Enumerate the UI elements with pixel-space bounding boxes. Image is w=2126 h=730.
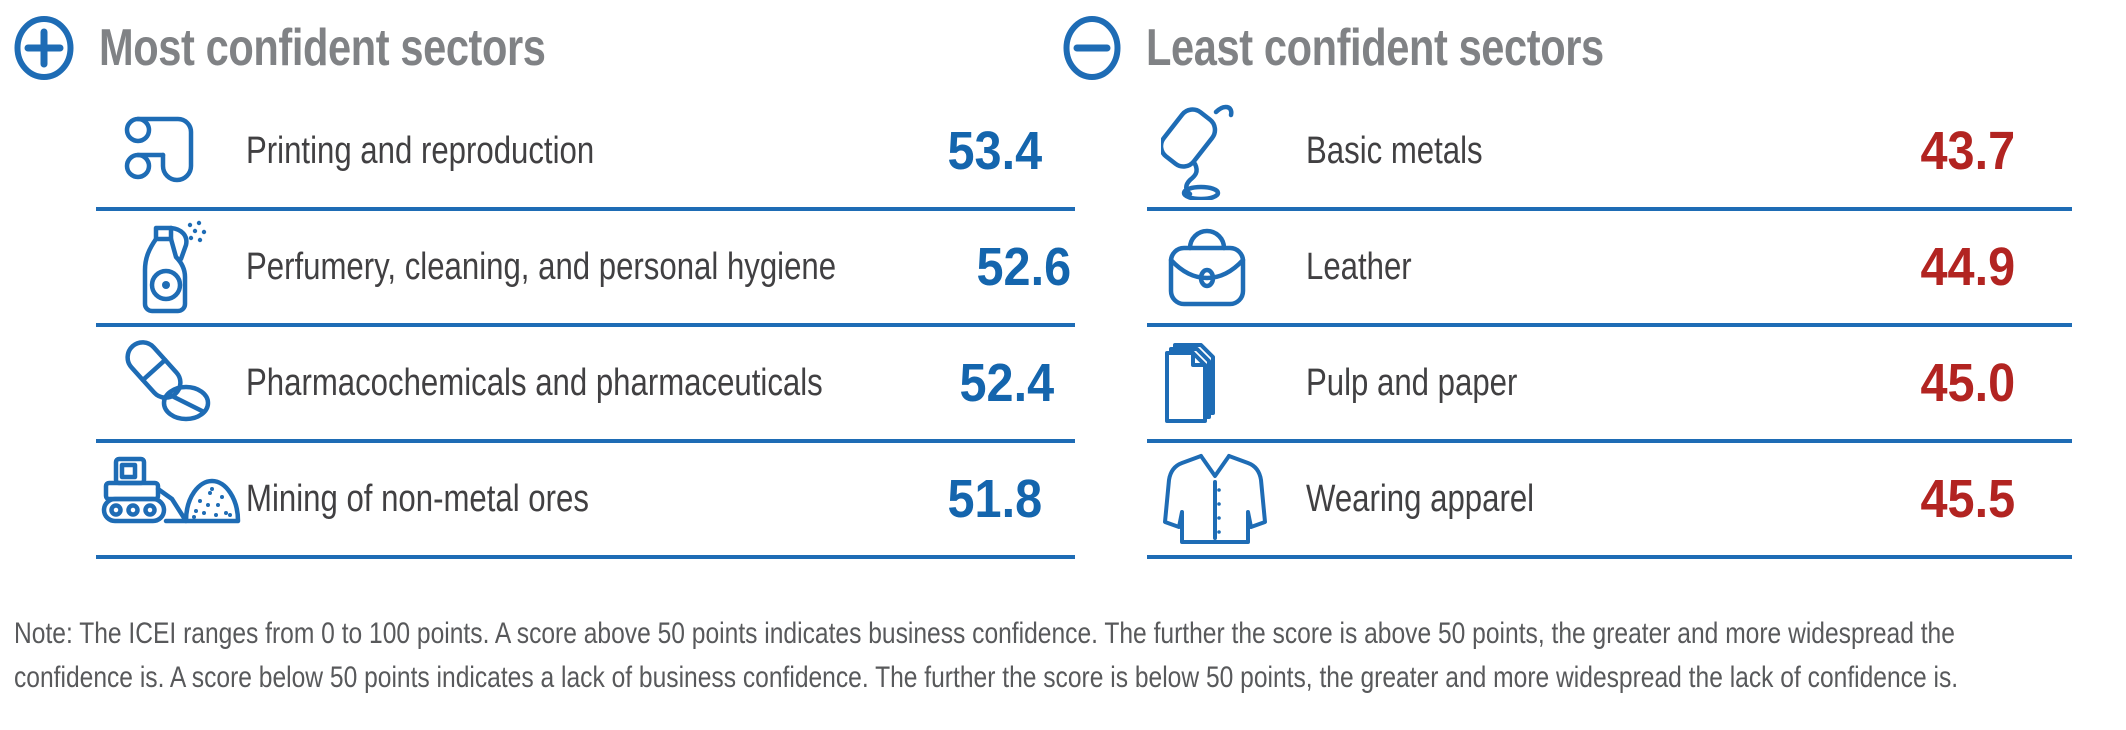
least-confident-header: Least confident sectors [1062, 14, 1718, 82]
sector-label: Perfumery, cleaning, and personal hygien… [246, 245, 837, 288]
sector-label: Mining of non-metal ores [246, 477, 589, 520]
sector-row-mining: Mining of non-metal ores 51.8 [96, 443, 1075, 559]
sector-value: 45.5 [1920, 469, 2015, 529]
sector-value: 45.0 [1920, 353, 2015, 413]
pills-icon [96, 337, 246, 429]
most-confident-list: Printing and reproduction 53.4 Perfumery… [96, 95, 1075, 559]
sector-value: 44.9 [1920, 237, 2015, 297]
most-confident-title: Most confident sectors [99, 19, 546, 77]
sector-row-wearing-apparel: Wearing apparel 45.5 [1147, 443, 2072, 559]
sector-label: Pharmacochemicals and pharmaceuticals [246, 361, 823, 404]
footnote-line-1: Note: The ICEI ranges from 0 to 100 poin… [14, 617, 1955, 650]
sector-label: Wearing apparel [1306, 477, 1535, 520]
sector-value: 43.7 [1920, 121, 2015, 181]
sector-label: Leather [1306, 245, 1412, 288]
sector-row-pulp-paper: Pulp and paper 45.0 [1147, 327, 2072, 443]
shirt-icon [1147, 450, 1306, 548]
sector-value: 52.6 [976, 237, 1071, 297]
sector-label: Printing and reproduction [246, 129, 595, 172]
sector-label: Pulp and paper [1306, 361, 1518, 404]
footnote: Note: The ICEI ranges from 0 to 100 poin… [14, 612, 2124, 700]
sector-label: Basic metals [1306, 129, 1483, 172]
minus-circle-icon [1063, 16, 1121, 80]
sector-value: 53.4 [947, 121, 1042, 181]
sector-row-printing: Printing and reproduction 53.4 [96, 95, 1075, 211]
sector-row-perfumery: Perfumery, cleaning, and personal hygien… [96, 211, 1075, 327]
paper-stack-icon [1147, 337, 1306, 429]
footnote-line-2: confidence is. A score below 50 points i… [14, 661, 1959, 694]
least-confident-title: Least confident sectors [1146, 19, 1604, 77]
pouring-ladle-icon [1147, 102, 1306, 200]
printing-rolls-icon [96, 109, 246, 193]
sector-row-pharma: Pharmacochemicals and pharmaceuticals 52… [96, 327, 1075, 443]
plus-circle-icon [14, 16, 74, 80]
sector-row-leather: Leather 44.9 [1147, 211, 2072, 327]
handbag-icon [1147, 220, 1306, 314]
spray-bottle-icon [96, 219, 246, 315]
least-confident-list: Basic metals 43.7 Leather 44.9 [1147, 95, 2072, 559]
sector-value: 51.8 [947, 469, 1042, 529]
bulldozer-ore-icon [96, 453, 246, 545]
most-confident-header: Most confident sectors [13, 14, 657, 82]
sector-row-basic-metals: Basic metals 43.7 [1147, 95, 2072, 211]
sector-value: 52.4 [959, 353, 1055, 413]
